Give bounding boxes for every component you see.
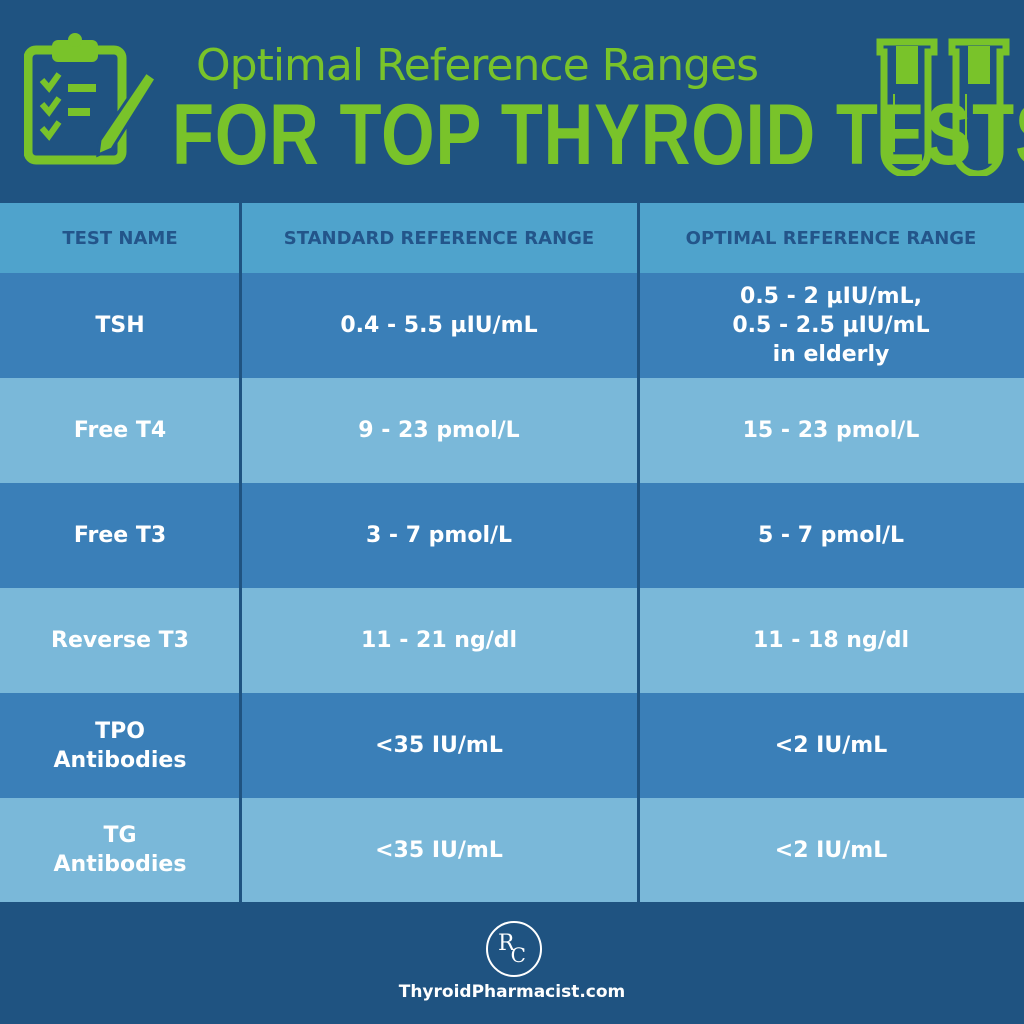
test-tubes-icon	[876, 38, 1010, 176]
cell-test-name: TG Antibodies	[53, 823, 187, 877]
title-line-1: Optimal Reference Ranges	[196, 40, 759, 91]
cell-test-name: Free T4	[73, 418, 167, 443]
cell-standard-range: 9 - 23 pmol/L	[358, 418, 520, 443]
column-header-test-name: TEST NAME	[62, 227, 178, 249]
cell-optimal-range: 11 - 18 ng/dl	[752, 628, 910, 653]
table-header-row: TEST NAME STANDARD REFERENCE RANGE OPTIM…	[0, 203, 1024, 273]
cell-test-name: Reverse T3	[51, 628, 189, 653]
cell-standard-range: <35 IU/mL	[375, 733, 503, 758]
table-row: TPO Antibodies <35 IU/mL <2 IU/mL	[0, 693, 1024, 798]
cell-standard-range: <35 IU/mL	[375, 837, 503, 863]
website-link[interactable]: ThyroidPharmacist.com	[398, 982, 626, 1002]
cell-optimal-range: 5 - 7 pmol/L	[757, 523, 905, 548]
cell-optimal-range: <2 IU/mL	[774, 837, 888, 863]
column-header-optimal: OPTIMAL REFERENCE RANGE	[685, 227, 977, 249]
clipboard-checklist-icon	[24, 33, 159, 165]
table-row: Reverse T3 11 - 21 ng/dl 11 - 18 ng/dl	[0, 588, 1024, 693]
cell-optimal-range: <2 IU/mL	[774, 733, 888, 758]
table-row: TG Antibodies <35 IU/mL <2 IU/mL	[0, 798, 1024, 902]
column-header-standard: STANDARD REFERENCE RANGE	[283, 227, 595, 249]
column-divider	[637, 203, 640, 902]
table-row: TSH 0.4 - 5.5 µIU/mL 0.5 - 2 µIU/mL, 0.5 -…	[0, 273, 1024, 378]
table-row: Free T3 3 - 7 pmol/L 5 - 7 pmol/L	[0, 483, 1024, 588]
table-row: Free T4 9 - 23 pmol/L 15 - 23 pmol/L	[0, 378, 1024, 483]
cell-test-name: TPO Antibodies	[53, 718, 187, 773]
cell-standard-range: 0.4 - 5.5 µIU/mL	[340, 313, 538, 338]
cell-optimal-range: 15 - 23 pmol/L	[742, 418, 920, 443]
column-divider	[239, 203, 242, 902]
reference-range-table: TEST NAME STANDARD REFERENCE RANGE OPTIM…	[0, 203, 1024, 902]
cell-test-name: Free T3	[73, 523, 167, 548]
cell-optimal-range: 0.5 - 2 µIU/mL, 0.5 - 2.5 µIU/mL in elde…	[732, 284, 930, 367]
cell-test-name: TSH	[95, 313, 145, 338]
cell-standard-range: 3 - 7 pmol/L	[365, 523, 513, 548]
header: Optimal Reference Ranges FOR TOP THYROID…	[0, 0, 1024, 203]
cell-standard-range: 11 - 21 ng/dl	[360, 628, 518, 653]
